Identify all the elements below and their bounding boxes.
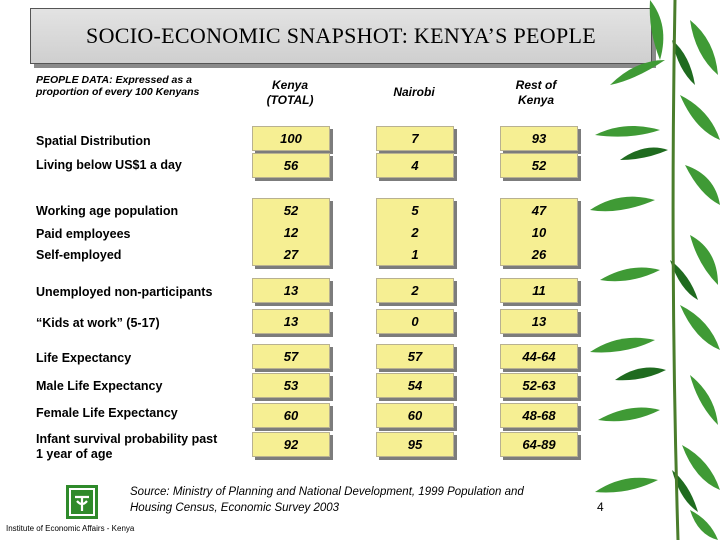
source-note: Source: Ministry of Planning and Nationa… [130, 484, 590, 516]
cell-infant-nairobi: 95 [376, 432, 454, 457]
cell-group-rest: 47 10 26 [500, 198, 578, 266]
cell-kids-nairobi: 0 [376, 309, 454, 334]
cell-kids-rest: 13 [500, 309, 578, 334]
cell-unemployed-rest: 11 [500, 278, 578, 303]
column-header-kenya-total-line2: (TOTAL) [266, 93, 314, 107]
column-header-nairobi: Nairobi [393, 85, 435, 99]
source-note-line1: Source: Ministry of Planning and Nationa… [130, 486, 524, 498]
bamboo-decoration-icon [590, 0, 720, 540]
row-label-paid-employees: Paid employees [36, 227, 131, 241]
cell-paid-kenya: 12 [283, 224, 299, 240]
cell-male-nairobi: 54 [376, 373, 454, 398]
cell-unemployed-nairobi: 2 [376, 278, 454, 303]
row-label-female-life-expectancy: Female Life Expectancy [36, 406, 178, 420]
column-header-kenya-total-line1: Kenya [271, 78, 309, 92]
cell-infant-kenya: 92 [252, 432, 330, 457]
cell-unemployed-kenya: 13 [252, 278, 330, 303]
cell-below-kenya: 56 [252, 153, 330, 178]
cell-spatial-rest: 93 [500, 126, 578, 151]
institute-name: Institute of Economic Affairs - Kenya [6, 524, 135, 533]
row-label-kids-at-work: “Kids at work” (5-17) [36, 316, 160, 330]
cell-working-rest: 47 [531, 202, 547, 218]
cell-life-rest: 44-64 [500, 344, 578, 369]
cell-female-rest: 48-68 [500, 403, 578, 428]
column-header-rest-of-kenya: Rest of Kenya [496, 78, 576, 108]
cell-working-kenya: 52 [283, 202, 299, 218]
cell-working-nairobi: 5 [411, 202, 419, 218]
cell-life-nairobi: 57 [376, 344, 454, 369]
cell-male-rest: 52-63 [500, 373, 578, 398]
cell-spatial-nairobi: 7 [376, 126, 454, 151]
row-label-infant-survival-line2: 1 year of age [36, 447, 113, 461]
row-label-self-employed: Self-employed [36, 248, 122, 262]
column-header-kenya-total: Kenya (TOTAL) [250, 78, 330, 108]
row-label-male-life-expectancy: Male Life Expectancy [36, 379, 163, 393]
page-number: 4 [597, 500, 604, 514]
row-label-infant-survival: Infant survival probability past 1 year … [36, 432, 217, 462]
cell-group-nairobi: 5 2 1 [376, 198, 454, 266]
row-label-working-age: Working age population [36, 204, 179, 218]
cell-self-kenya: 27 [283, 246, 299, 262]
title-box: SOCIO-ECONOMIC SNAPSHOT: KENYA’S PEOPLE [30, 8, 652, 64]
cell-male-kenya: 53 [252, 373, 330, 398]
row-label-spatial-distribution: Spatial Distribution [36, 134, 151, 148]
cell-female-nairobi: 60 [376, 403, 454, 428]
institute-logo-icon [66, 485, 98, 519]
cell-self-nairobi: 1 [411, 246, 419, 262]
cell-below-nairobi: 4 [376, 153, 454, 178]
cell-female-kenya: 60 [252, 403, 330, 428]
row-label-life-expectancy: Life Expectancy [36, 351, 132, 365]
source-note-line2: Housing Census, Economic Survey 2003 [130, 502, 340, 514]
cell-paid-nairobi: 2 [411, 224, 419, 240]
row-label-living-below: Living below US$1 a day [36, 158, 182, 172]
column-header-rest-of-kenya-line1: Rest of [515, 78, 557, 92]
people-data-label: PEOPLE DATA: Expressed as a proportion o… [36, 74, 200, 98]
cell-below-rest: 52 [500, 153, 578, 178]
row-label-infant-survival-line1: Infant survival probability past [36, 432, 218, 446]
row-label-unemployed: Unemployed non-participants [36, 285, 213, 299]
column-header-rest-of-kenya-line2: Kenya [517, 93, 555, 107]
cell-spatial-kenya: 100 [252, 126, 330, 151]
cell-life-kenya: 57 [252, 344, 330, 369]
cell-paid-rest: 10 [531, 224, 547, 240]
cell-kids-kenya: 13 [252, 309, 330, 334]
cell-infant-rest: 64-89 [500, 432, 578, 457]
page-title: SOCIO-ECONOMIC SNAPSHOT: KENYA’S PEOPLE [86, 23, 596, 48]
cell-group-kenya: 52 12 27 [252, 198, 330, 266]
cell-self-rest: 26 [531, 246, 547, 262]
